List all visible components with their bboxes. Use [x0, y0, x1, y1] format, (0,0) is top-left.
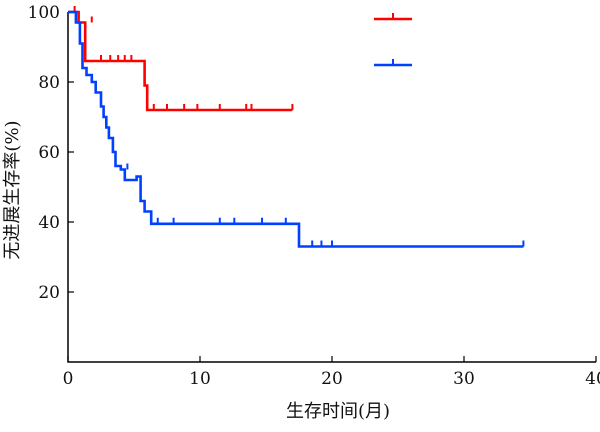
x-tick-label: 40	[585, 369, 600, 389]
y-tick-label: 40	[38, 213, 60, 233]
legend	[374, 13, 412, 67]
series-1-line	[68, 10, 293, 112]
axes: 0 10 20 30 40 20 40 60 80 100	[28, 3, 600, 389]
series-layer	[68, 6, 525, 248]
y-tick-label: 80	[38, 73, 60, 93]
y-tick-label: 20	[38, 283, 60, 303]
x-tick-label: 30	[453, 369, 475, 389]
x-tick-label: 10	[189, 369, 211, 389]
y-tick-label: 100	[28, 3, 60, 23]
x-axis-title: 生存时间(月)	[286, 401, 390, 422]
series-2-line	[68, 10, 524, 248]
y-axis-title: 无进展生存率(%)	[2, 120, 23, 259]
y-tick-label: 60	[38, 143, 60, 163]
x-tick-label: 20	[321, 369, 343, 389]
x-tick-label: 0	[63, 369, 74, 389]
